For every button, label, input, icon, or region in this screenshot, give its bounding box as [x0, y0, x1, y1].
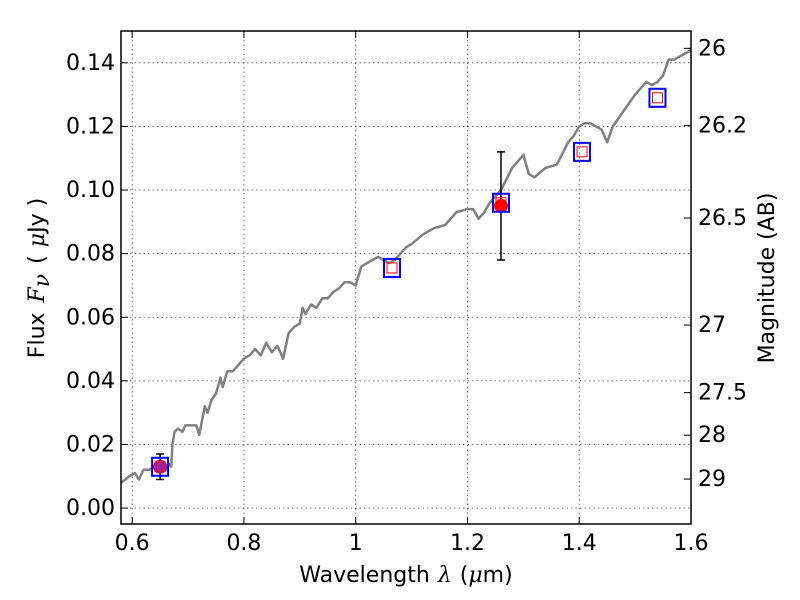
y-tick-label: 0.00 — [66, 496, 115, 521]
model-photometry-square — [151, 456, 170, 477]
y-tick-label: 0.04 — [66, 369, 115, 394]
y-tick-label: 0.06 — [66, 305, 115, 330]
y-tick-label: 0.12 — [66, 114, 115, 139]
model-photometry-square — [573, 141, 592, 162]
y2-tick-label: 27.5 — [698, 381, 747, 406]
x-axis-ticks: 0.6 0.8 1 1.2 1.4 1.6 — [115, 31, 709, 556]
y2-axis-label: Magnitude (AB) — [755, 193, 780, 364]
x-axis-label: Wavelength λ (μm) — [299, 563, 512, 588]
spectrum-series — [120, 49, 692, 484]
y2-axis-ticks: 26 26.2 26.5 27 27.5 28 29 — [684, 36, 747, 492]
y-tick-label: 0.14 — [66, 51, 115, 76]
model-photometry-inner-square — [154, 461, 166, 473]
y2-tick-label: 27 — [698, 313, 726, 338]
model-photometry-square — [383, 257, 402, 278]
x-tick-label: 1.6 — [674, 531, 709, 556]
model-photometry-points — [151, 87, 667, 477]
x-tick-label: 0.6 — [115, 531, 150, 556]
observed-points — [153, 151, 508, 481]
y2-tick-label: 26.5 — [698, 206, 747, 231]
y-tick-label: 0.02 — [66, 432, 115, 457]
y-tick-label: 0.08 — [66, 242, 115, 267]
model-photometry-inner-square — [495, 197, 507, 209]
x-tick-label: 1.4 — [562, 531, 597, 556]
x-tick-label: 1 — [349, 531, 363, 556]
model-photometry-inner-square — [576, 146, 588, 158]
x-tick-label: 0.8 — [226, 531, 261, 556]
y-axis-label: FluxFν(μJy ) — [25, 198, 55, 358]
observed-point — [494, 198, 508, 213]
y2-tick-label: 28 — [698, 423, 726, 448]
model-photometry-square — [492, 192, 510, 213]
y2-tick-label: 26 — [698, 36, 726, 61]
grid-lines — [121, 31, 691, 524]
observed-point — [153, 459, 168, 474]
y-tick-label: 0.10 — [66, 178, 115, 203]
model-photometry-square — [648, 87, 667, 108]
y2-tick-label: 29 — [698, 467, 726, 492]
y2-tick-label: 26.2 — [698, 114, 747, 139]
spectrum-line — [120, 49, 692, 484]
model-photometry-inner-square — [386, 262, 398, 274]
y-axis-ticks: 0.00 0.02 0.04 0.06 0.08 0.10 0.12 0.14 — [66, 51, 128, 521]
plot-frame — [120, 30, 692, 525]
model-photometry-inner-square — [651, 92, 663, 104]
x-tick-label: 1.2 — [450, 531, 485, 556]
